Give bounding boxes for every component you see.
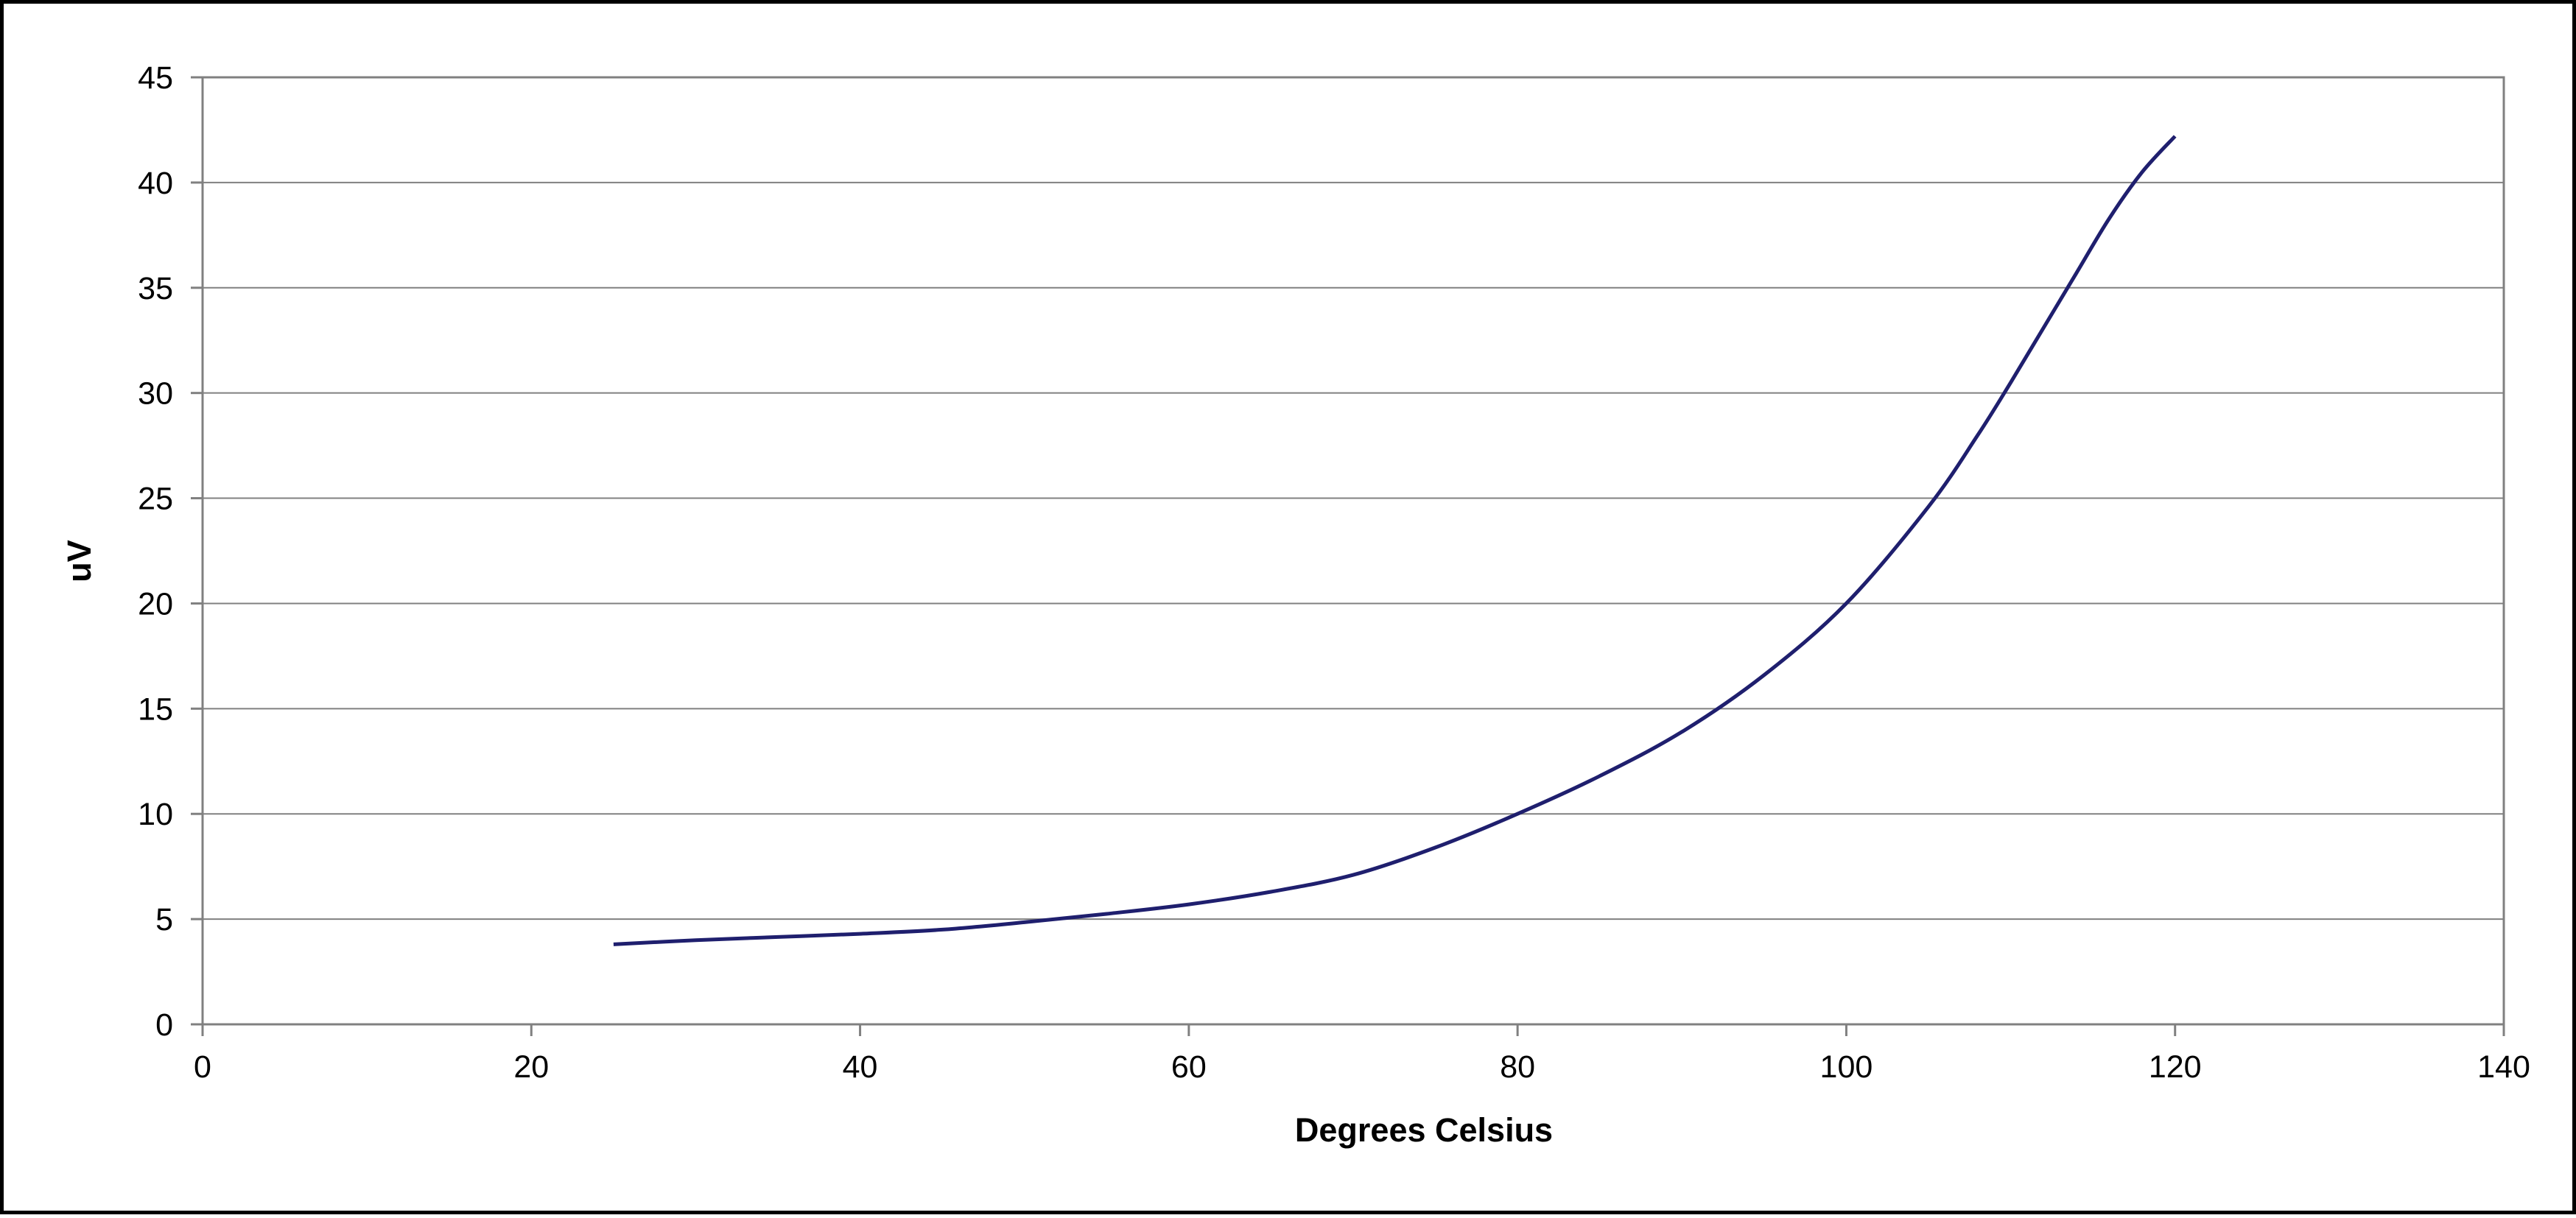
y-tick-label: 5 (155, 902, 173, 937)
y-tick-label: 25 (138, 482, 173, 517)
line-chart: 0 5 10 15 20 25 30 35 40 45 0 20 40 60 80 100 120 140 Deg… (60, 60, 2530, 1149)
x-tick-label: 0 (194, 1049, 211, 1085)
y-tick-label: 45 (138, 60, 173, 96)
plot-area (201, 76, 2505, 1026)
x-tick-label: 100 (1820, 1049, 1873, 1085)
y-tick-label: 15 (138, 691, 173, 727)
x-tick-label: 40 (843, 1049, 878, 1085)
x-tick-label: 120 (2149, 1049, 2202, 1085)
y-tick-label: 30 (138, 376, 173, 412)
x-tick-label: 60 (1171, 1049, 1207, 1085)
y-tick-label: 35 (138, 271, 173, 306)
y-tick-label: 20 (138, 586, 173, 622)
series-layer (613, 135, 2177, 946)
y-tick-label: 0 (155, 1007, 173, 1043)
x-tick-label: 20 (513, 1049, 549, 1085)
y-tick-label: 40 (138, 166, 173, 201)
x-tick-label: 80 (1500, 1049, 1535, 1085)
axis-ticks: 0 5 10 15 20 25 30 35 40 45 0 20 40 60 80 100 120 140 (138, 60, 2530, 1085)
y-tick-label: 10 (138, 797, 173, 832)
x-tick-label: 140 (2477, 1049, 2530, 1085)
x-axis-title: Degrees Celsius (1295, 1111, 1553, 1149)
y-axis-title: uV (60, 540, 98, 582)
series-line (613, 135, 2177, 946)
gridlines (203, 181, 2504, 920)
